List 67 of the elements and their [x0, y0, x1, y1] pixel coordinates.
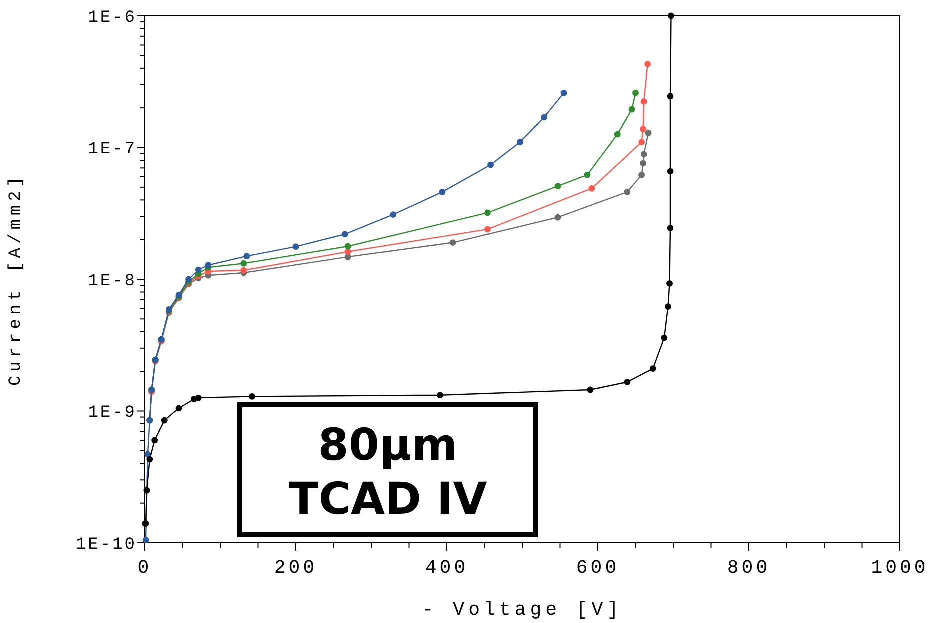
point [152, 437, 158, 444]
point [632, 90, 639, 96]
point [488, 162, 494, 168]
point [644, 61, 652, 68]
point [640, 151, 648, 158]
point [437, 392, 444, 399]
y-tick-label: 1E-10 [76, 536, 137, 555]
point [624, 188, 631, 196]
point [195, 394, 202, 402]
x-tick-label: 600 [576, 557, 620, 579]
point [587, 386, 594, 394]
point [640, 126, 646, 133]
point [628, 106, 636, 113]
point [666, 280, 673, 287]
point [249, 393, 256, 400]
point [665, 304, 672, 310]
x-tick-label: 400 [425, 557, 469, 579]
point [484, 226, 491, 233]
point [484, 210, 491, 216]
point [450, 240, 456, 246]
point [142, 537, 150, 544]
point [667, 168, 674, 175]
point [640, 98, 648, 105]
point [240, 260, 248, 267]
y-tick-label: 1E-8 [88, 272, 137, 292]
point [554, 183, 562, 190]
point [638, 139, 645, 146]
point [640, 160, 646, 167]
point [638, 172, 645, 178]
y-tick-label: 1E-7 [88, 140, 137, 160]
point [614, 131, 621, 138]
point [176, 405, 182, 412]
point [390, 212, 397, 218]
x-tick-label: 200 [274, 557, 318, 579]
point [439, 188, 446, 196]
point [624, 379, 631, 386]
point [186, 276, 192, 283]
point [584, 172, 591, 178]
point [244, 253, 250, 260]
point [517, 139, 524, 146]
x-axis-title: - Voltage [V] [422, 599, 623, 621]
x-tick-label: 1000 [871, 557, 929, 579]
point [240, 267, 248, 274]
point [668, 12, 674, 20]
y-axis-title: Current [A/mm2] [7, 172, 26, 386]
point [195, 266, 202, 274]
y-tick-label: 1E-9 [88, 404, 137, 424]
annotation: 80μm TCAD IV [288, 420, 488, 525]
point [667, 225, 674, 232]
point [645, 130, 652, 136]
point [344, 248, 352, 256]
x-tick-label: 0 [138, 557, 152, 579]
point [588, 185, 596, 192]
point [342, 231, 348, 238]
point [292, 244, 300, 250]
point [161, 417, 168, 424]
point [650, 366, 656, 372]
point [661, 334, 668, 342]
y-tick-label: 1E-6 [88, 8, 137, 28]
point [560, 90, 568, 96]
point [667, 93, 674, 100]
point [554, 214, 562, 221]
x-tick-label: 800 [727, 557, 771, 579]
point [344, 243, 352, 250]
point [144, 487, 150, 494]
point [541, 114, 548, 121]
point [146, 456, 154, 463]
